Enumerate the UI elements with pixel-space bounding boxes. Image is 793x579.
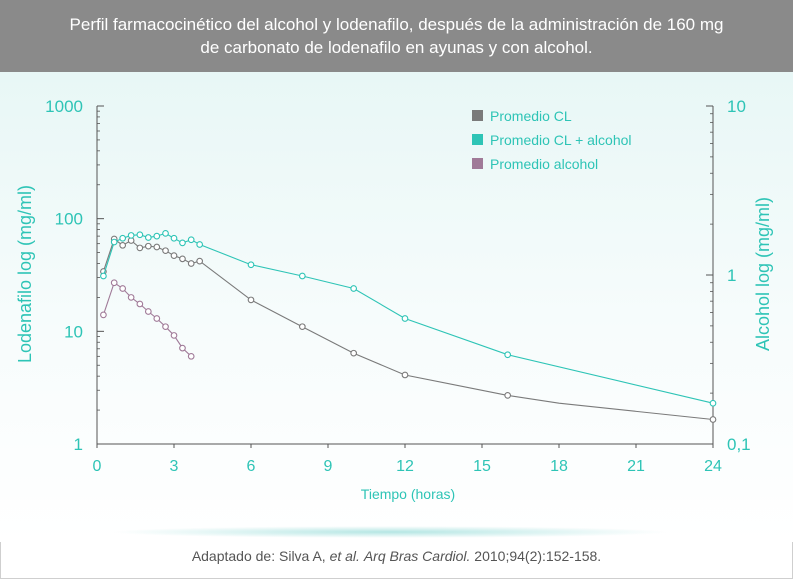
series-point-0 — [196, 257, 204, 265]
decorative-glow — [110, 526, 670, 538]
series-point-1 — [196, 241, 204, 248]
right-tick-label: 1 — [727, 266, 736, 285]
series-point-0 — [504, 392, 512, 399]
series-point-2 — [179, 344, 186, 352]
right-tick-label: 0,1 — [727, 435, 751, 454]
series-point-0 — [119, 241, 127, 249]
series-point-0 — [136, 244, 144, 252]
series-point-1 — [100, 272, 107, 280]
x-tick-label: 3 — [170, 458, 179, 475]
citation-prefix: Adaptado de: Silva A, — [191, 548, 330, 564]
series-point-0 — [162, 247, 169, 255]
citation-rest: 2010;94(2):152-158. — [470, 548, 602, 564]
plot-background — [0, 72, 793, 542]
series-point-2 — [100, 311, 107, 319]
legend-swatch-2 — [472, 158, 483, 169]
x-tick-label: 24 — [704, 458, 722, 475]
series-point-1 — [153, 232, 161, 240]
left-tick-label: 100 — [55, 210, 83, 229]
series-point-1 — [247, 261, 255, 269]
series-point-0 — [298, 323, 306, 331]
series-point-0 — [179, 255, 186, 263]
series-point-1 — [119, 234, 127, 242]
series-point-1 — [709, 399, 717, 407]
legend-swatch-0 — [472, 110, 483, 121]
series-point-1 — [179, 239, 186, 247]
x-tick-label: 21 — [627, 458, 645, 475]
series-point-1 — [110, 238, 118, 246]
series-point-0 — [187, 260, 195, 267]
source-citation: Adaptado de: Silva A, et al. Arq Bras Ca… — [0, 548, 793, 564]
legend-swatch-1 — [472, 134, 483, 145]
series-point-1 — [127, 232, 135, 239]
series-point-2 — [110, 279, 118, 287]
series-point-0 — [350, 349, 358, 357]
header-banner: Perfil farmacocinético del alcohol y lod… — [0, 0, 793, 72]
series-point-1 — [401, 315, 409, 322]
series-point-2 — [162, 323, 169, 331]
header-title-line-1: Perfil farmacocinético del alcohol y lod… — [69, 15, 724, 34]
series-point-1 — [187, 236, 195, 244]
left-tick-label: 1 — [74, 435, 83, 454]
series-point-1 — [504, 351, 512, 359]
series-point-2 — [136, 300, 144, 308]
series-point-1 — [144, 234, 152, 241]
right-tick-label: 10 — [727, 97, 746, 116]
series-point-2 — [127, 294, 135, 301]
series-point-0 — [144, 242, 152, 250]
legend-label-0: Promedio CL — [490, 108, 572, 124]
citation-etal: et al. — [329, 548, 360, 564]
citation-journal: Arq Bras Cardiol. — [363, 548, 471, 564]
right-axis-title: Alcohol log (mg/ml) — [753, 197, 773, 351]
series-point-0 — [709, 416, 717, 423]
x-tick-label: 18 — [550, 458, 568, 475]
left-tick-label: 10 — [64, 322, 83, 341]
legend-label-1: Promedio CL + alcohol — [490, 132, 632, 148]
series-line-0 — [102, 238, 714, 421]
series-point-2 — [153, 315, 161, 322]
x-tick-label: 9 — [324, 458, 333, 475]
x-axis-title: Tiempo (horas) — [361, 486, 455, 502]
series-point-1 — [350, 285, 358, 292]
legend-label-2: Promedio alcohol — [490, 156, 598, 172]
left-tick-label: 1000 — [45, 97, 83, 116]
header-title-line-2: de carbonato de lodenafilo en ayunas y c… — [200, 38, 593, 57]
series-point-1 — [170, 234, 178, 242]
series-point-0 — [153, 243, 161, 251]
left-axis-title: Lodenafilo log (mg/ml) — [15, 185, 35, 363]
series-point-2 — [187, 352, 195, 360]
x-tick-label: 12 — [396, 458, 414, 475]
x-tick-label: 0 — [93, 458, 102, 475]
x-tick-label: 15 — [473, 458, 491, 475]
series-point-0 — [401, 371, 409, 379]
series-point-2 — [170, 332, 178, 339]
series-point-1 — [136, 231, 144, 239]
series-point-1 — [298, 272, 306, 280]
series-point-2 — [119, 285, 127, 292]
series-line-2 — [102, 281, 192, 357]
series-point-0 — [170, 252, 178, 259]
series-point-1 — [162, 230, 169, 237]
x-tick-label: 6 — [247, 458, 256, 475]
series-point-0 — [247, 296, 255, 304]
series-point-2 — [144, 308, 152, 315]
